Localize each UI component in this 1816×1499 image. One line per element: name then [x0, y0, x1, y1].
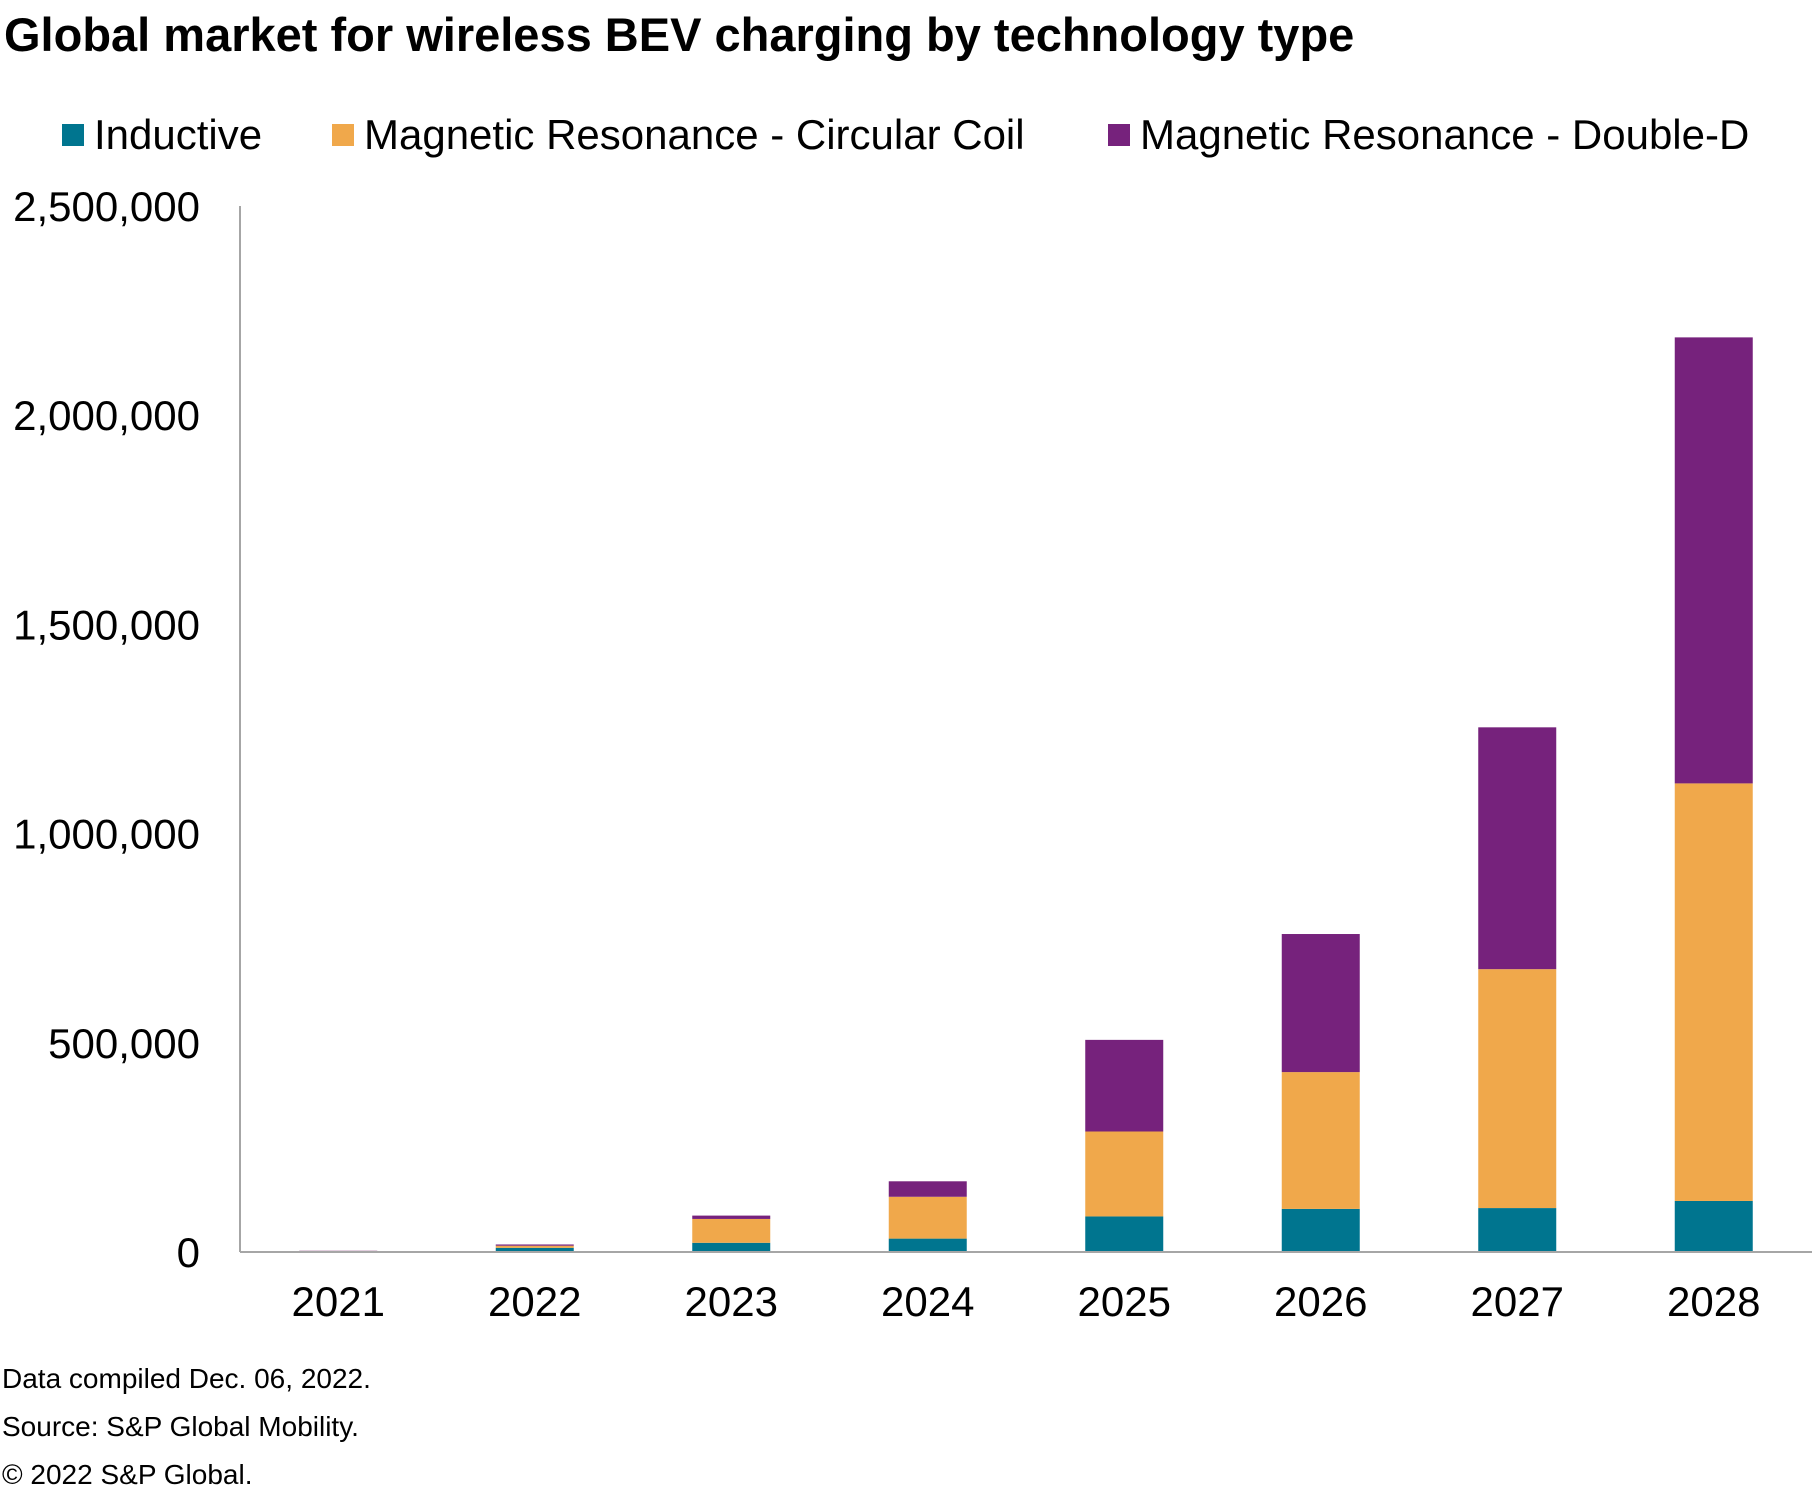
bar-segment-circular-coil-2022	[496, 1246, 574, 1248]
bar-segment-circular-coil-2025	[1085, 1132, 1163, 1217]
y-axis-ticks: 0 500,000 1,000,000 1,500,000 2,000,000 2,500…	[13, 183, 200, 1276]
bar-segment-inductive-2024	[889, 1239, 967, 1252]
footnote-copyright: © 2022 S&P Global.	[2, 1451, 371, 1499]
y-tick-label: 2,500,000	[13, 183, 200, 230]
y-tick-label: 0	[177, 1229, 200, 1276]
footnote-source: Source: S&P Global Mobility.	[2, 1403, 371, 1451]
y-tick-label: 1,000,000	[13, 811, 200, 858]
bar-stack-2027	[1478, 727, 1556, 1252]
bar-stack-2025	[1085, 1040, 1163, 1252]
x-tick-label: 2021	[292, 1278, 385, 1325]
x-tick-label: 2022	[488, 1278, 581, 1325]
bar-stacks	[299, 337, 1753, 1252]
bar-segment-circular-coil-2026	[1282, 1072, 1360, 1209]
x-tick-label: 2025	[1078, 1278, 1171, 1325]
y-tick-label: 1,500,000	[13, 601, 200, 648]
bar-stack-2028	[1675, 337, 1753, 1252]
bar-stack-2023	[692, 1216, 770, 1252]
x-tick-label: 2024	[881, 1278, 974, 1325]
bar-segment-double-d-2027	[1478, 727, 1556, 969]
bar-segment-inductive-2023	[692, 1243, 770, 1252]
bar-segment-circular-coil-2027	[1478, 969, 1556, 1208]
bar-segment-double-d-2028	[1675, 337, 1753, 783]
bar-stack-2026	[1282, 934, 1360, 1252]
bar-segment-inductive-2027	[1478, 1208, 1556, 1252]
bar-segment-inductive-2028	[1675, 1201, 1753, 1252]
bar-segment-double-d-2022	[496, 1244, 574, 1245]
bar-segment-inductive-2026	[1282, 1209, 1360, 1252]
bar-segment-circular-coil-2028	[1675, 783, 1753, 1201]
x-tick-label: 2023	[685, 1278, 778, 1325]
footnotes: Data compiled Dec. 06, 2022. Source: S&P…	[2, 1355, 371, 1499]
bar-segment-circular-coil-2023	[692, 1219, 770, 1243]
y-tick-label: 2,000,000	[13, 392, 200, 439]
bar-segment-double-d-2026	[1282, 934, 1360, 1072]
footnote-data-compiled: Data compiled Dec. 06, 2022.	[2, 1355, 371, 1403]
bar-segment-double-d-2023	[692, 1216, 770, 1219]
x-tick-label: 2027	[1471, 1278, 1564, 1325]
bar-stack-2022	[496, 1244, 574, 1252]
bar-segment-circular-coil-2024	[889, 1197, 967, 1239]
stacked-bar-chart: 0 500,000 1,000,000 1,500,000 2,000,000 2,500…	[0, 0, 1816, 1340]
bar-segment-double-d-2024	[889, 1181, 967, 1196]
bar-segment-inductive-2025	[1085, 1216, 1163, 1252]
x-tick-label: 2028	[1667, 1278, 1760, 1325]
bar-segment-double-d-2025	[1085, 1040, 1163, 1132]
x-tick-label: 2026	[1274, 1278, 1367, 1325]
x-axis-ticks: 2021 2022 2023 2024 2025 2026 2027 2028	[292, 1278, 1761, 1325]
y-tick-label: 500,000	[48, 1020, 200, 1067]
bar-stack-2024	[889, 1181, 967, 1252]
